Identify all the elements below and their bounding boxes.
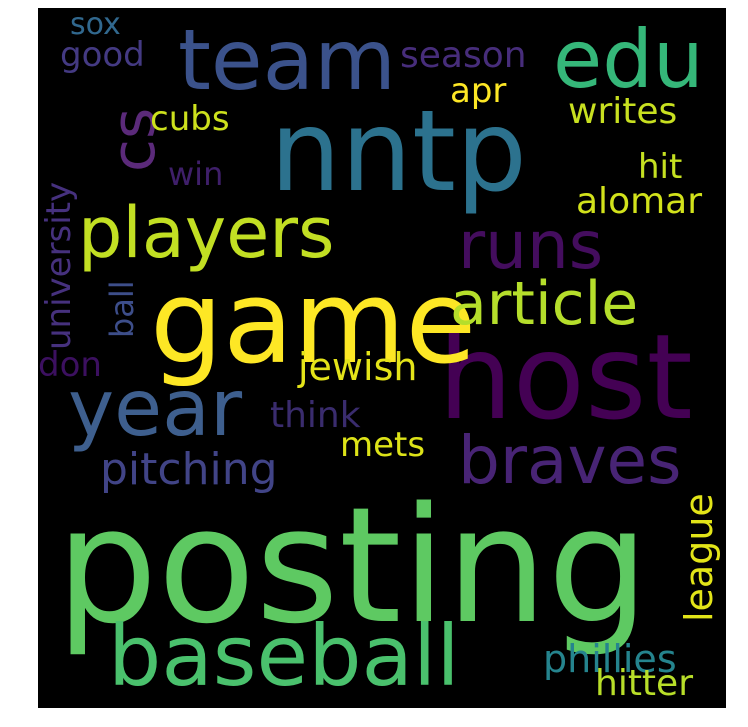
word-apr: apr xyxy=(450,71,507,111)
word-think: think xyxy=(270,395,361,436)
word-players: players xyxy=(78,192,335,274)
word-hitter: hitter xyxy=(595,663,693,704)
word-win: win xyxy=(168,155,224,193)
word-team: team xyxy=(178,11,396,109)
word-don: don xyxy=(38,345,102,385)
word-league: league xyxy=(677,493,721,622)
word-sox: sox xyxy=(70,8,121,42)
word-cubs: cubs xyxy=(150,99,230,139)
word-university: university xyxy=(39,181,79,350)
word-season: season xyxy=(400,35,527,76)
word-nntp: nntp xyxy=(270,87,527,217)
word-writes: writes xyxy=(568,91,678,132)
word-hit: hit xyxy=(638,147,683,187)
word-cloud: posting host game nntp baseball team edu… xyxy=(38,8,726,708)
word-braves: braves xyxy=(458,422,682,499)
word-edu: edu xyxy=(553,13,704,106)
word-phillies: phillies xyxy=(543,637,677,681)
word-good: good xyxy=(60,35,145,75)
word-ball: ball xyxy=(103,280,141,338)
word-game: game xyxy=(150,256,477,390)
word-year: year xyxy=(68,364,243,454)
word-alomar: alomar xyxy=(576,181,703,222)
word-host: host xyxy=(438,308,693,446)
word-pitching: pitching xyxy=(100,444,278,495)
word-baseball: baseball xyxy=(108,607,460,705)
word-jewish: jewish xyxy=(298,345,418,389)
word-posting: posting xyxy=(56,472,649,659)
word-mets: mets xyxy=(340,425,426,465)
word-runs: runs xyxy=(458,207,604,284)
word-article: article xyxy=(450,269,639,339)
